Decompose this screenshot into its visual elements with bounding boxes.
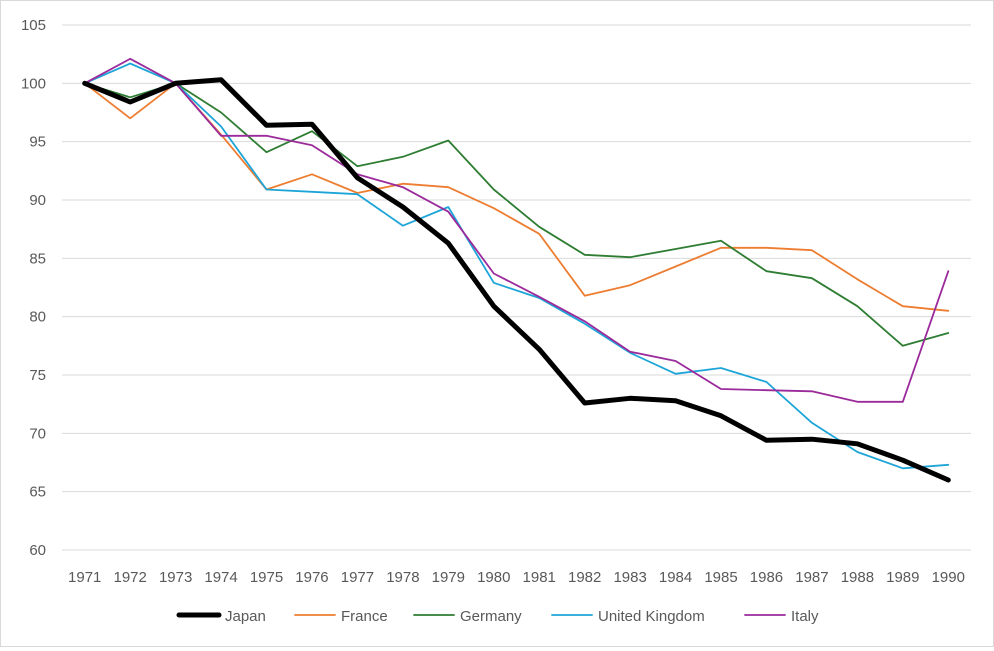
y-tick-label: 105 bbox=[21, 17, 46, 34]
y-tick-label: 85 bbox=[29, 250, 46, 267]
x-tick-label: 1972 bbox=[113, 569, 146, 586]
x-tick-label: 1981 bbox=[523, 569, 556, 586]
series-line-france bbox=[83, 82, 950, 312]
legend-label: United Kingdom bbox=[598, 608, 705, 625]
y-tick-label: 75 bbox=[29, 367, 46, 384]
x-tick-label: 1979 bbox=[432, 569, 465, 586]
series-line-germany bbox=[83, 82, 950, 347]
legend-label: Germany bbox=[460, 608, 522, 625]
legend-label: Japan bbox=[225, 608, 266, 625]
legend-label: Italy bbox=[791, 608, 819, 625]
y-tick-label: 100 bbox=[21, 75, 46, 92]
x-tick-label: 1971 bbox=[68, 569, 101, 586]
y-tick-label: 90 bbox=[29, 192, 46, 209]
x-tick-label: 1984 bbox=[659, 569, 692, 586]
legend: Japan France Germany United Kingdom Italy bbox=[176, 608, 819, 625]
series-lines bbox=[82, 57, 951, 483]
x-tick-label: 1985 bbox=[704, 569, 737, 586]
x-tick-label: 1976 bbox=[295, 569, 328, 586]
x-tick-label: 1982 bbox=[568, 569, 601, 586]
x-tick-label: 1974 bbox=[204, 569, 237, 586]
x-tick-label: 1987 bbox=[795, 569, 828, 586]
x-tick-label: 1989 bbox=[886, 569, 919, 586]
x-axis-tick-labels: 1971 1972 1973 1974 1975 1976 1977 1978 1979 1980… bbox=[68, 569, 965, 586]
x-tick-label: 1983 bbox=[613, 569, 646, 586]
y-tick-label: 60 bbox=[29, 542, 46, 559]
x-tick-label: 1977 bbox=[341, 569, 374, 586]
x-tick-label: 1978 bbox=[386, 569, 419, 586]
y-tick-label: 70 bbox=[29, 425, 46, 442]
legend-label: France bbox=[341, 608, 388, 625]
x-tick-label: 1980 bbox=[477, 569, 510, 586]
y-axis-tick-labels: 60 65 70 75 80 85 90 95 100 105 bbox=[21, 17, 46, 559]
x-tick-label: 1973 bbox=[159, 569, 192, 586]
x-tick-label: 1990 bbox=[932, 569, 965, 586]
y-tick-label: 80 bbox=[29, 309, 46, 326]
x-tick-label: 1988 bbox=[841, 569, 874, 586]
series-line-japan bbox=[82, 77, 951, 483]
x-tick-label: 1975 bbox=[250, 569, 283, 586]
series-line-italy bbox=[83, 57, 950, 403]
x-tick-label: 1986 bbox=[750, 569, 783, 586]
series-line-united-kingdom bbox=[83, 62, 950, 470]
y-tick-label: 65 bbox=[29, 484, 46, 501]
y-tick-label: 95 bbox=[29, 134, 46, 151]
gridlines bbox=[62, 24, 971, 551]
